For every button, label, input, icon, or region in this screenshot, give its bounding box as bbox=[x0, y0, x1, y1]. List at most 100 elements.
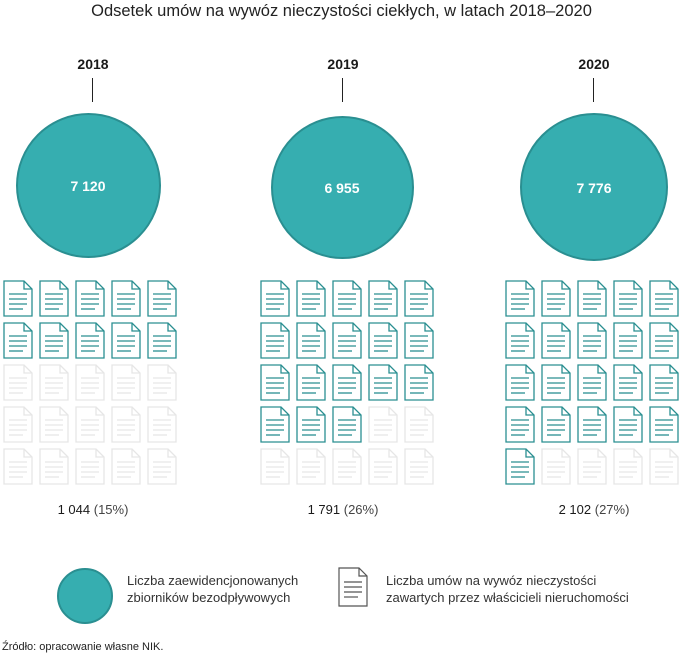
contract-doc-icon bbox=[541, 280, 571, 317]
contract-doc-icon bbox=[541, 322, 571, 359]
year-label: 2018 bbox=[77, 56, 109, 72]
connector-line bbox=[92, 78, 93, 102]
tank-bubble bbox=[520, 113, 668, 261]
contract-doc-icon bbox=[3, 322, 33, 359]
contract-doc-icon-placeholder bbox=[75, 406, 105, 443]
contract-doc-icon bbox=[613, 280, 643, 317]
contract-doc-icon bbox=[649, 364, 679, 401]
legend-circle-label: Liczba zaewidencjonowanych zbiorników be… bbox=[127, 572, 298, 606]
contract-doc-icon bbox=[613, 406, 643, 443]
contract-doc-icon-placeholder bbox=[577, 448, 607, 485]
contract-doc-icon-placeholder bbox=[368, 448, 398, 485]
contract-doc-icon bbox=[368, 322, 398, 359]
contract-doc-icon-placeholder bbox=[649, 448, 679, 485]
contract-doc-icon bbox=[368, 280, 398, 317]
contract-doc-icon bbox=[260, 406, 290, 443]
contract-doc-icon-placeholder bbox=[39, 448, 69, 485]
contract-doc-icon bbox=[404, 364, 434, 401]
year-label: 2019 bbox=[327, 56, 359, 72]
contract-doc-icon bbox=[404, 322, 434, 359]
contract-doc-icon bbox=[296, 322, 326, 359]
contract-count: 2 102 (27%) bbox=[484, 502, 683, 517]
legend-document-label: Liczba umów na wywóz nieczystości zawart… bbox=[386, 572, 629, 606]
legend-document-line-1: Liczba umów na wywóz nieczystości bbox=[386, 573, 597, 588]
contract-doc-icon bbox=[296, 406, 326, 443]
legend-circle-line-2: zbiorników bezodpływowych bbox=[127, 590, 291, 605]
contract-doc-icon bbox=[39, 280, 69, 317]
contract-doc-icon-placeholder bbox=[111, 364, 141, 401]
contract-doc-icon bbox=[368, 364, 398, 401]
contract-doc-icon bbox=[260, 280, 290, 317]
contract-doc-icon-placeholder bbox=[404, 448, 434, 485]
contract-doc-icon bbox=[505, 280, 535, 317]
contract-doc-icon bbox=[332, 280, 362, 317]
contract-doc-icon-placeholder bbox=[39, 364, 69, 401]
contract-doc-icon-placeholder bbox=[332, 448, 362, 485]
contract-count-value: 1 044 bbox=[57, 502, 91, 517]
contract-doc-icon bbox=[505, 364, 535, 401]
contract-doc-icon bbox=[332, 322, 362, 359]
contract-doc-icon bbox=[39, 322, 69, 359]
legend-circle-line-1: Liczba zaewidencjonowanych bbox=[127, 573, 299, 588]
year-label: 2020 bbox=[578, 56, 610, 72]
contract-doc-icon bbox=[577, 364, 607, 401]
contract-doc-icon bbox=[541, 364, 571, 401]
contract-doc-icon bbox=[3, 280, 33, 317]
contract-doc-icon-placeholder bbox=[260, 448, 290, 485]
contract-doc-icon bbox=[649, 280, 679, 317]
contract-doc-icon bbox=[332, 406, 362, 443]
contract-count-value: 1 791 bbox=[307, 502, 341, 517]
tank-value: 7 776 bbox=[576, 180, 612, 196]
contract-doc-icon bbox=[111, 322, 141, 359]
contract-doc-icon-placeholder bbox=[111, 448, 141, 485]
tank-value: 7 120 bbox=[70, 178, 106, 194]
contract-doc-icon bbox=[260, 322, 290, 359]
legend-document-line-2: zawartych przez właścicieli nieruchomośc… bbox=[386, 590, 629, 605]
contract-doc-icon bbox=[505, 448, 535, 485]
tank-bubble bbox=[16, 113, 161, 258]
contract-doc-icon bbox=[613, 322, 643, 359]
legend-document-icon bbox=[338, 567, 368, 607]
contract-doc-icon-placeholder bbox=[3, 448, 33, 485]
contract-count: 1 044 (15%) bbox=[0, 502, 203, 517]
connector-line bbox=[593, 78, 594, 102]
contract-doc-icon bbox=[260, 364, 290, 401]
contract-doc-icon-placeholder bbox=[75, 364, 105, 401]
contract-doc-icon bbox=[75, 280, 105, 317]
contract-doc-icon-placeholder bbox=[368, 406, 398, 443]
contract-doc-icon-placeholder bbox=[75, 448, 105, 485]
contract-doc-icon bbox=[541, 406, 571, 443]
chart-title: Odsetek umów na wywóz nieczystości ciekł… bbox=[91, 2, 592, 20]
tank-bubble bbox=[271, 116, 414, 259]
legend-circle-icon bbox=[57, 568, 113, 624]
contract-percent: (27%) bbox=[594, 502, 630, 517]
contract-doc-icon bbox=[147, 280, 177, 317]
contract-doc-icon bbox=[649, 406, 679, 443]
contract-percent: (26%) bbox=[343, 502, 379, 517]
contract-doc-icon bbox=[296, 280, 326, 317]
contract-doc-icon bbox=[577, 322, 607, 359]
contract-doc-icon bbox=[147, 322, 177, 359]
contract-doc-icon bbox=[404, 280, 434, 317]
contract-doc-icon bbox=[505, 406, 535, 443]
contract-doc-icon bbox=[111, 280, 141, 317]
contract-doc-icon bbox=[577, 406, 607, 443]
contract-percent: (15%) bbox=[93, 502, 129, 517]
contract-doc-icon bbox=[505, 322, 535, 359]
tank-value: 6 955 bbox=[324, 180, 360, 196]
contract-doc-icon-placeholder bbox=[404, 406, 434, 443]
contract-doc-icon-placeholder bbox=[147, 448, 177, 485]
contract-count-value: 2 102 bbox=[558, 502, 592, 517]
source-note: Źródło: opracowanie własne NIK. bbox=[2, 641, 164, 653]
contract-doc-icon-placeholder bbox=[3, 406, 33, 443]
contract-doc-icon-placeholder bbox=[3, 364, 33, 401]
contract-doc-icon bbox=[649, 322, 679, 359]
contract-count: 1 791 (26%) bbox=[233, 502, 453, 517]
contract-doc-icon-placeholder bbox=[613, 448, 643, 485]
contract-doc-icon-placeholder bbox=[147, 406, 177, 443]
contract-doc-icon-placeholder bbox=[541, 448, 571, 485]
contract-doc-icon-placeholder bbox=[111, 406, 141, 443]
contract-doc-icon-placeholder bbox=[296, 448, 326, 485]
contract-doc-icon bbox=[577, 280, 607, 317]
contract-doc-icon bbox=[75, 322, 105, 359]
